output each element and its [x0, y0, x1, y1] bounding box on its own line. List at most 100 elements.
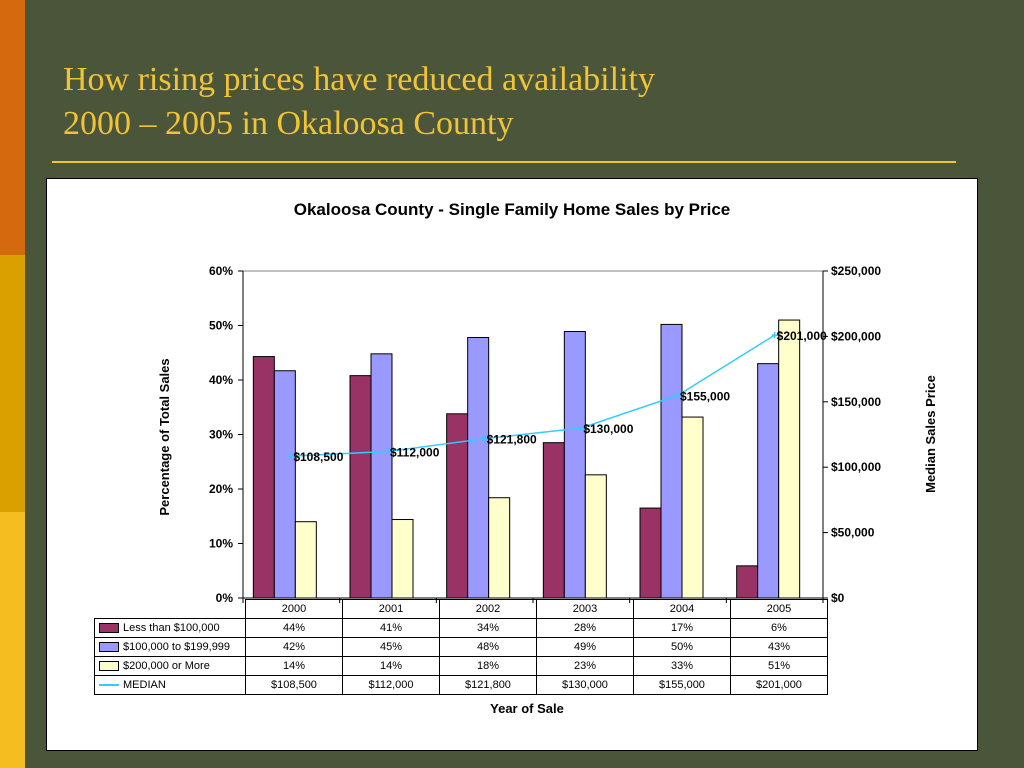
median-point: [675, 392, 681, 399]
y2-tick-label: $100,000: [831, 460, 881, 474]
y2-tick-label: $150,000: [831, 395, 881, 409]
table-cell: 28%: [536, 618, 634, 638]
bar: [370, 353, 393, 599]
table-row: MEDIAN $108,500 $112,000 $121,800 $130,000 $1…: [94, 675, 828, 695]
table-cell: $155,000: [633, 675, 731, 695]
median-point: [578, 424, 585, 431]
table-cell: $121,800: [439, 675, 537, 695]
legend-entry: MEDIAN: [94, 675, 246, 695]
bar: [639, 507, 662, 599]
table-cell: 48%: [439, 637, 537, 657]
bar: [681, 416, 704, 599]
legend-swatch: [99, 661, 119, 672]
bar: [736, 565, 759, 599]
table-row: $100,000 to $199,999 42% 45% 48% 49% 50% 43%: [94, 637, 828, 657]
bar: [778, 319, 801, 599]
bar: [273, 370, 296, 599]
table-cell: 51%: [730, 656, 828, 676]
y-tick-label: 60%: [209, 264, 233, 278]
median-data-label: $155,000: [680, 389, 730, 403]
median-data-label: $130,000: [583, 422, 633, 436]
bar: [294, 521, 317, 599]
y2-tick-label: $200,000: [831, 329, 881, 343]
y-tick-label: 50%: [209, 319, 233, 333]
bar: [542, 442, 565, 599]
bar: [467, 336, 490, 599]
chart-plot: $108,500 $112,000 $121,800 $130,000 $155,000…: [157, 264, 938, 605]
table-cell: 6%: [730, 618, 828, 638]
table-cell: 50%: [633, 637, 731, 657]
table-cell: $201,000: [730, 675, 828, 695]
legend-entry: Less than $100,000: [94, 618, 246, 638]
accent-stripe-amber: [0, 255, 25, 512]
legend-label: Less than $100,000: [123, 622, 220, 634]
table-cell: 49%: [536, 637, 634, 657]
table-cell: 34%: [439, 618, 537, 638]
table-cell: 41%: [342, 618, 440, 638]
bar: [563, 330, 586, 599]
bar: [349, 375, 372, 599]
chart-data-table: 2000 2001 2002 2003 2004 2005 Less than $100,0…: [94, 599, 828, 695]
table-cell: 42%: [245, 637, 343, 657]
median-point: [771, 332, 778, 339]
bar: [660, 323, 683, 599]
table-cell: $130,000: [536, 675, 634, 695]
table-cell: 14%: [245, 656, 343, 676]
table-cell: 44%: [245, 618, 343, 638]
table-corner: [94, 599, 246, 619]
chart-panel: Okaloosa County - Single Family Home Sal…: [46, 178, 978, 751]
bar: [757, 363, 780, 599]
legend-entry: $100,000 to $199,999: [94, 637, 246, 657]
table-cell: $108,500: [245, 675, 343, 695]
legend-label: MEDIAN: [123, 679, 166, 691]
table-cell: 17%: [633, 618, 731, 638]
legend-entry: $200,000 or More: [94, 656, 246, 676]
accent-stripe-orange: [0, 0, 25, 255]
table-cell: 45%: [342, 637, 440, 657]
median-data-label: $201,000: [777, 329, 827, 343]
median-line: [291, 334, 776, 457]
x-tick-label: 2003: [536, 599, 634, 619]
median-point: [288, 453, 295, 460]
slide-title: How rising prices have reduced availabil…: [63, 58, 655, 146]
bar: [584, 474, 607, 599]
slide-title-line-2: 2000 – 2005 in Okaloosa County: [63, 105, 514, 142]
y2-tick-label: $250,000: [831, 264, 881, 278]
y-tick-label: 30%: [209, 428, 233, 442]
median-point: [385, 448, 391, 455]
y-tick-label: 40%: [209, 373, 233, 387]
x-tick-label: 2002: [439, 599, 537, 619]
median-point: [481, 435, 488, 442]
x-axis-title: Year of Sale: [490, 701, 564, 716]
table-cell: 43%: [730, 637, 828, 657]
y2-tick-label: $50,000: [831, 526, 875, 540]
y-tick-label: 10%: [209, 537, 233, 551]
table-cell: $112,000: [342, 675, 440, 695]
y-tick-label: 20%: [209, 482, 233, 496]
y2-tick-label: $0: [831, 591, 845, 605]
table-cell: 33%: [633, 656, 731, 676]
slide-title-line-1: How rising prices have reduced availabil…: [63, 61, 655, 98]
legend-swatch: [99, 642, 119, 653]
x-tick-label: 2004: [633, 599, 731, 619]
legend-label: $100,000 to $199,999: [123, 641, 231, 653]
x-tick-label: 2001: [342, 599, 440, 619]
title-underline: [52, 161, 956, 163]
x-tick-label: 2005: [730, 599, 828, 619]
median-data-label: $121,800: [487, 433, 537, 447]
y2-axis-title: Median Sales Price: [923, 375, 938, 493]
chart-title: Okaloosa County - Single Family Home Sal…: [293, 200, 731, 219]
table-header-row: 2000 2001 2002 2003 2004 2005: [94, 599, 828, 619]
table-row: Less than $100,000 44% 41% 34% 28% 17% 6%: [94, 618, 828, 638]
bar: [252, 356, 275, 599]
median-data-label: $108,500: [293, 450, 343, 464]
table-cell: 18%: [439, 656, 537, 676]
accent-stripe-yellow: [0, 512, 25, 768]
bar: [488, 497, 511, 599]
legend-swatch: [99, 623, 119, 634]
bar: [391, 519, 414, 599]
table-cell: 23%: [536, 656, 634, 676]
table-row: $200,000 or More 14% 14% 18% 23% 33% 51%: [94, 656, 828, 676]
x-tick-label: 2000: [245, 599, 343, 619]
median-data-label: $112,000: [390, 446, 440, 460]
